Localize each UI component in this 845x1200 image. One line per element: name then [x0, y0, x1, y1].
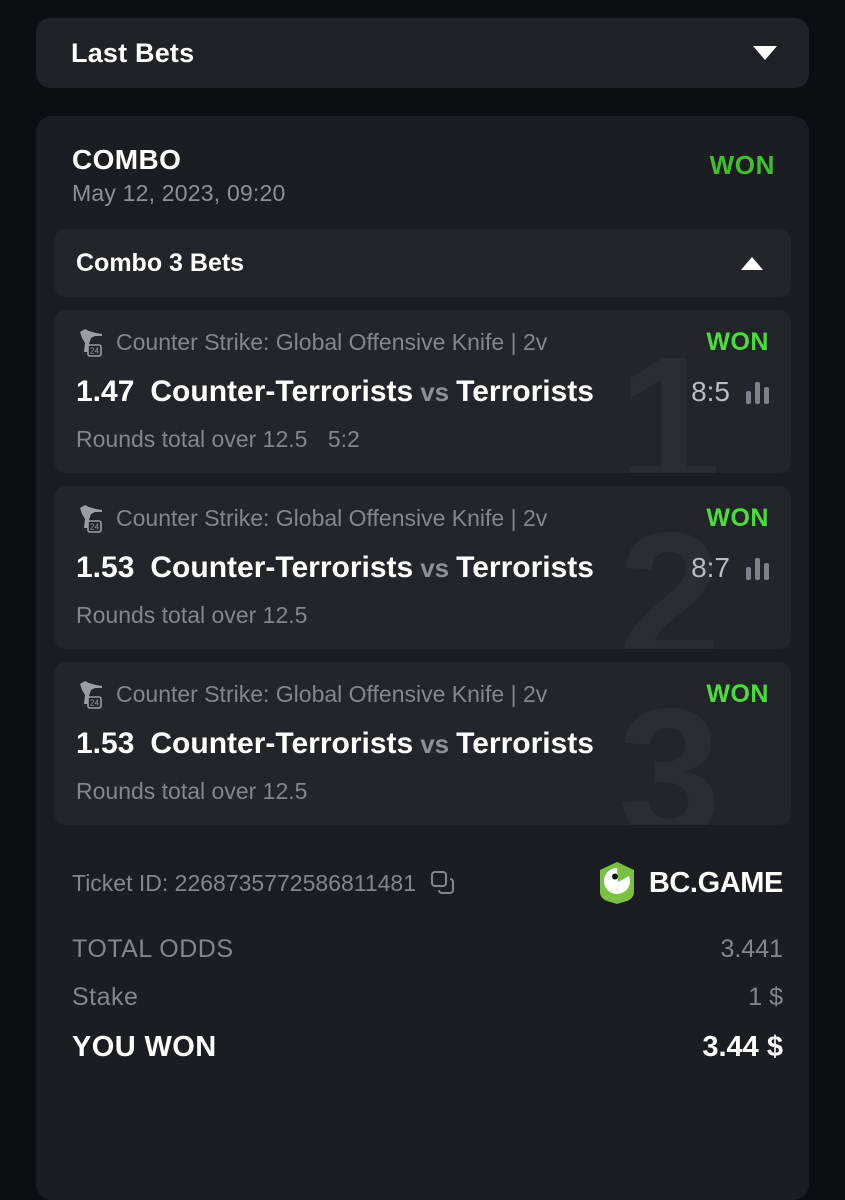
stake-value: 1 $ — [748, 983, 783, 1012]
bet-market-line: Rounds total over 12.5 — [76, 602, 769, 629]
total-odds-value: 3.441 — [720, 935, 783, 964]
bet-ticket-card: COMBO May 12, 2023, 09:20 WON Combo 3 Be… — [36, 116, 809, 1200]
bet-row-header: 24 Counter Strike: Global Offensive Knif… — [76, 502, 769, 534]
bar-chart-icon[interactable] — [746, 556, 769, 581]
bet-market: Rounds total over 12.5 — [76, 778, 308, 805]
ticket-header-left: COMBO May 12, 2023, 09:20 — [72, 144, 286, 207]
bet-row[interactable]: 2 24 Counter Strike: Global Offensive Kn… — [54, 486, 791, 650]
stake-line: Stake 1 $ — [72, 983, 783, 1012]
ticket-id-group[interactable]: Ticket ID: 2268735772586811481 — [72, 870, 456, 897]
combo-bets-toggle[interactable]: Combo 3 Bets — [54, 229, 791, 298]
bet-market-score: 5:2 — [327, 426, 360, 453]
csgo-icon: 24 — [76, 326, 106, 358]
brand-logo-group: BC.GAME — [597, 861, 783, 905]
ticket-id-label: Ticket ID: 2268735772586811481 — [72, 869, 416, 896]
bet-teams: Counter-Terrorists vs Terrorists — [150, 375, 594, 409]
team-home: Counter-Terrorists — [150, 727, 414, 761]
bet-market: Rounds total over 12.5 — [76, 602, 308, 629]
bet-score: 8:7 — [691, 552, 730, 584]
you-won-line: YOU WON 3.44 $ — [72, 1031, 783, 1064]
bet-row-header: 24 Counter Strike: Global Offensive Knif… — [76, 678, 769, 710]
csgo-icon: 24 — [76, 502, 106, 534]
bet-row-main: 1.53 Counter-Terrorists vs Terrorists 8:7 — [76, 551, 769, 585]
stake-label: Stake — [72, 983, 139, 1012]
chevron-up-icon[interactable] — [741, 256, 763, 270]
bet-index-watermark: 1 — [618, 319, 721, 474]
bet-event-name: Counter Strike: Global Offensive Knife |… — [116, 328, 548, 355]
you-won-label: YOU WON — [72, 1031, 217, 1064]
team-home: Counter-Terrorists — [150, 375, 414, 409]
bet-index-watermark: 2 — [618, 495, 721, 650]
bet-market-line: Rounds total over 12.5 5:2 — [76, 426, 769, 453]
you-won-value: 3.44 $ — [702, 1031, 783, 1064]
ticket-date: May 12, 2023, 09:20 — [72, 180, 286, 207]
bet-score-group: 8:5 — [691, 376, 769, 408]
bet-status-badge: WON — [706, 679, 769, 708]
team-home: Counter-Terrorists — [150, 551, 414, 585]
combo-bets-toggle-label: Combo 3 Bets — [76, 248, 245, 277]
copy-icon[interactable] — [430, 870, 456, 896]
bet-list: 1 24 Counter Strike: Global Offensive Kn… — [54, 310, 791, 826]
ticket-status-badge: WON — [709, 150, 775, 180]
brand-name: BC.GAME — [648, 866, 784, 899]
svg-text:24: 24 — [90, 347, 99, 356]
bet-market-line: Rounds total over 12.5 — [76, 778, 769, 805]
total-odds-label: TOTAL ODDS — [72, 935, 234, 964]
total-odds-line: TOTAL ODDS 3.441 — [72, 935, 783, 964]
ticket-type: COMBO — [72, 144, 182, 175]
selector-label: Last Bets — [71, 37, 195, 68]
bar-chart-icon[interactable] — [746, 380, 769, 405]
bet-odds: 1.53 — [76, 727, 135, 761]
chevron-down-icon[interactable] — [753, 46, 777, 60]
bet-row-main: 1.53 Counter-Terrorists vs Terrorists — [76, 727, 769, 761]
ticket-header: COMBO May 12, 2023, 09:20 WON — [54, 140, 791, 207]
bet-event-name: Counter Strike: Global Offensive Knife |… — [116, 504, 548, 531]
vs-label: vs — [420, 553, 450, 584]
bet-row[interactable]: 3 24 Counter Strike: Global Offensive Kn… — [54, 662, 791, 826]
bet-row-header: 24 Counter Strike: Global Offensive Knif… — [76, 326, 769, 358]
svg-text:24: 24 — [90, 699, 99, 708]
bcgame-logo-icon — [597, 861, 637, 905]
team-away: Terrorists — [456, 375, 594, 409]
bet-status-badge: WON — [706, 503, 769, 532]
bet-index-watermark: 3 — [618, 671, 721, 826]
last-bets-selector[interactable]: Last Bets — [36, 18, 809, 88]
bet-score: 8:5 — [691, 376, 730, 408]
ticket-id-bar: Ticket ID: 2268735772586811481 BC — [54, 825, 791, 905]
bet-row-main: 1.47 Counter-Terrorists vs Terrorists 8:5 — [76, 375, 769, 409]
bet-row[interactable]: 1 24 Counter Strike: Global Offensive Kn… — [54, 310, 791, 474]
bet-teams: Counter-Terrorists vs Terrorists — [150, 727, 594, 761]
svg-text:24: 24 — [90, 523, 99, 532]
bet-odds: 1.53 — [76, 551, 135, 585]
vs-label: vs — [420, 729, 450, 760]
team-away: Terrorists — [456, 551, 594, 585]
bet-market: Rounds total over 12.5 — [76, 426, 308, 453]
bet-status-badge: WON — [706, 327, 769, 356]
csgo-icon: 24 — [76, 678, 106, 710]
bet-teams: Counter-Terrorists vs Terrorists — [150, 551, 594, 585]
vs-label: vs — [420, 377, 450, 408]
bet-score-group: 8:7 — [691, 552, 769, 584]
team-away: Terrorists — [456, 727, 594, 761]
totals-section: TOTAL ODDS 3.441 Stake 1 $ YOU WON 3.44 … — [54, 905, 791, 1064]
bet-odds: 1.47 — [76, 375, 135, 409]
bet-event-name: Counter Strike: Global Offensive Knife |… — [116, 680, 548, 707]
